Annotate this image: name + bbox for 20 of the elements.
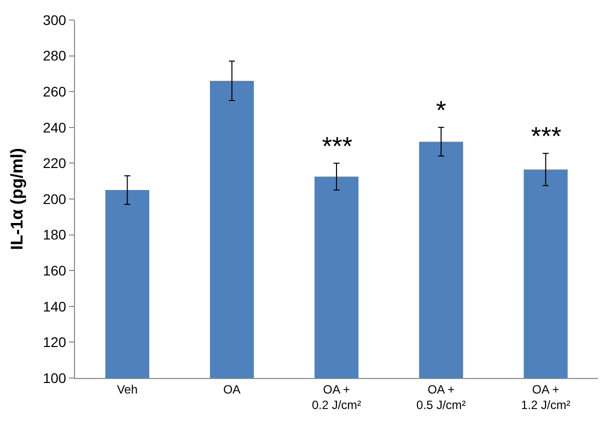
y-tick-label: 100 [42,370,66,386]
annotation: * [436,95,446,125]
annotation: *** [322,131,352,161]
y-tick-label: 140 [42,298,66,314]
y-tick-label: 240 [42,119,66,136]
y-tick-label: 160 [42,262,66,278]
y-tick-label: 280 [42,48,66,64]
y-tick-label: 260 [42,84,66,100]
y-tick-label: 220 [42,155,66,172]
y-tick-label: 120 [42,334,66,350]
y-axis-title: IL-1α (pg/ml) [7,148,26,250]
y-tick-label: 200 [42,190,66,207]
y-tick-label: 300 [42,12,66,28]
x-tick-label: OA + 0.2 J/cm² [312,382,362,412]
x-tick-label: OA [223,382,241,396]
x-tick-label: OA + 1.2 J/cm² [521,382,570,412]
x-tick-label: OA + 0.5 J/cm² [416,382,466,412]
y-tick-label: 180 [42,226,66,243]
x-tick-label: Veh [116,382,138,396]
annotation: *** [531,121,562,151]
